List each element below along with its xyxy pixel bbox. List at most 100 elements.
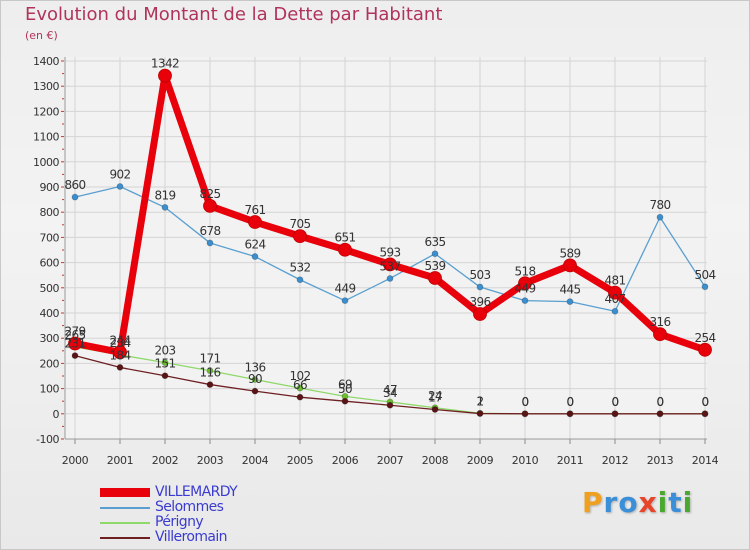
data-point <box>656 410 664 418</box>
data-label: 860 <box>64 178 85 192</box>
data-point <box>476 410 484 417</box>
data-point <box>116 364 124 371</box>
data-point <box>431 250 439 258</box>
data-label: 0 <box>566 395 573 409</box>
data-point <box>161 372 169 380</box>
data-label: 0 <box>611 395 618 409</box>
x-tick-label: 2006 <box>332 454 359 467</box>
data-label: 593 <box>379 245 400 259</box>
data-point <box>293 229 307 244</box>
data-label: 279 <box>64 324 85 338</box>
data-label: 0 <box>611 395 618 409</box>
x-tick-label: 2011 <box>557 454 583 467</box>
data-label: 503 <box>469 268 490 282</box>
data-label: 244 <box>109 333 130 347</box>
data-label: 34 <box>383 386 397 400</box>
data-point <box>71 352 79 359</box>
data-label: 203 <box>154 344 175 358</box>
data-point <box>431 406 439 413</box>
data-label: 589 <box>559 246 580 260</box>
data-label: 0 <box>656 395 663 409</box>
data-label: 537 <box>379 259 400 273</box>
data-label: 761 <box>244 203 265 217</box>
x-tick-label: 2009 <box>467 454 494 467</box>
data-label: 819 <box>154 188 175 202</box>
legend-swatch <box>100 522 150 524</box>
data-label: 265 <box>64 328 85 342</box>
data-point <box>698 342 712 357</box>
y-tick-label: 0 <box>53 408 60 421</box>
data-label: 407 <box>604 292 625 306</box>
data-point <box>206 381 214 388</box>
y-tick-label: 800 <box>40 206 60 219</box>
data-label: 102 <box>289 369 310 383</box>
y-tick-label: 100 <box>40 383 60 396</box>
data-point <box>338 242 352 257</box>
legend-label: VILLEMARDY <box>155 484 238 500</box>
data-label: 136 <box>244 361 265 375</box>
data-point <box>656 213 664 221</box>
logo-letter: P <box>582 486 604 519</box>
logo-letter: i <box>682 486 694 519</box>
y-tick-label: 1300 <box>33 80 59 93</box>
x-tick-label: 2010 <box>512 454 539 467</box>
data-point <box>161 204 169 211</box>
logo-letter: t <box>668 486 683 519</box>
data-point <box>566 410 574 418</box>
data-point <box>203 198 217 213</box>
data-label: 449 <box>334 282 355 296</box>
legend-swatch <box>100 488 150 497</box>
data-label: 50 <box>338 382 352 396</box>
y-tick-label: 400 <box>40 307 60 320</box>
data-label: 0 <box>701 395 708 409</box>
data-point <box>611 410 619 418</box>
data-label: 780 <box>649 198 670 212</box>
data-label: 651 <box>334 231 355 245</box>
data-label: 234 <box>109 336 130 350</box>
data-point <box>251 387 259 395</box>
data-label: 635 <box>424 235 445 249</box>
x-tick-label: 2013 <box>647 454 674 467</box>
data-label: 445 <box>559 283 580 297</box>
plot-area <box>65 57 707 439</box>
data-point <box>296 276 304 284</box>
data-point <box>341 397 349 405</box>
data-label: 1342 <box>151 57 179 71</box>
data-point <box>341 297 349 305</box>
data-point <box>563 258 577 273</box>
y-tick-label: 1100 <box>33 131 59 144</box>
data-point <box>113 345 127 360</box>
data-point <box>161 359 169 367</box>
y-tick-label: -100 <box>36 433 59 446</box>
legend-swatch <box>100 537 150 539</box>
data-point <box>158 68 172 83</box>
data-point <box>296 393 304 401</box>
data-point <box>701 283 709 291</box>
data-label: 69 <box>338 377 352 391</box>
x-tick-label: 2007 <box>377 454 404 467</box>
data-label: 678 <box>199 224 220 238</box>
data-label: 518 <box>514 264 535 278</box>
y-tick-label: 300 <box>40 332 60 345</box>
data-label: 0 <box>566 395 573 409</box>
data-point <box>521 410 529 418</box>
y-tick-label: 600 <box>40 257 60 270</box>
logo-letter: o <box>618 486 639 519</box>
data-label: 0 <box>521 395 528 409</box>
data-point <box>611 307 619 315</box>
data-point <box>566 298 574 306</box>
data-label: 902 <box>109 167 130 181</box>
data-label: 254 <box>694 331 715 345</box>
data-label: 2 <box>476 394 483 408</box>
x-tick-label: 2003 <box>197 454 224 467</box>
data-point <box>383 257 397 272</box>
y-tick-label: 200 <box>40 357 60 370</box>
data-label: 396 <box>469 295 490 309</box>
data-label: 705 <box>289 217 310 231</box>
x-tick-label: 2012 <box>602 454 628 467</box>
data-point <box>251 376 259 383</box>
y-tick-label: 700 <box>40 231 60 244</box>
data-label: 47 <box>383 383 397 397</box>
data-label: 231 <box>64 337 85 351</box>
